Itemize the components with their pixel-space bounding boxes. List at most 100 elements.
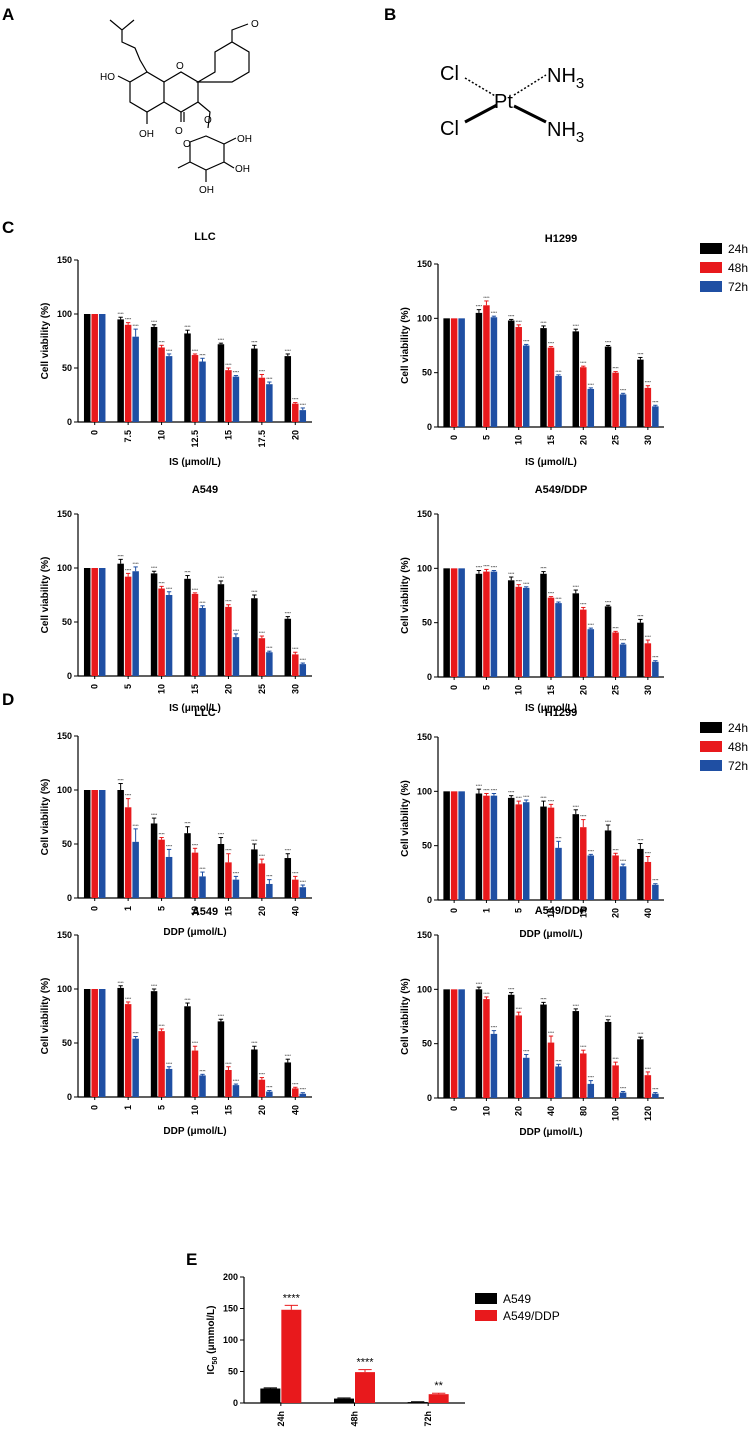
- bar: [191, 593, 199, 676]
- significance-mark: ****: [192, 348, 199, 353]
- bar: [292, 654, 299, 676]
- chart-title: A549: [192, 906, 218, 918]
- x-tick-label: 20: [257, 906, 267, 916]
- y-axis-label: Cell viability (%): [400, 978, 411, 1055]
- bar: [612, 855, 619, 900]
- significance-mark: ****: [637, 351, 644, 356]
- bar: [299, 410, 307, 422]
- chart-title: A549/DDP: [535, 484, 588, 496]
- chart-title: H1299: [545, 707, 577, 719]
- significance-mark: ****: [652, 878, 659, 883]
- legend-d-swatch-72h: [700, 760, 722, 771]
- x-tick-label: 120: [643, 1106, 653, 1121]
- bar: [124, 324, 132, 422]
- bar: [547, 1042, 555, 1098]
- legend-c-label-24h: 24h: [728, 242, 748, 256]
- bar: [299, 664, 307, 676]
- y-tick-label: 50: [422, 618, 432, 628]
- x-tick-label: 15: [223, 906, 233, 916]
- chem-ome: O: [251, 19, 259, 30]
- y-tick-label: 100: [417, 984, 432, 994]
- significance-mark: ****: [266, 376, 273, 381]
- x-tick-label: 30: [643, 435, 653, 445]
- bar: [184, 833, 191, 898]
- y-tick-label: 150: [417, 259, 432, 269]
- significance-mark: ****: [580, 360, 587, 365]
- bar: [547, 597, 555, 677]
- x-axis-label: DDP (μmol/L): [519, 929, 582, 940]
- legend-d-label-48h: 48h: [728, 740, 748, 754]
- x-tick-label: 24h: [276, 1411, 286, 1427]
- bar: [158, 347, 165, 422]
- bar: [507, 320, 515, 427]
- x-tick-label: 10: [546, 908, 556, 918]
- significance-mark: ****: [259, 630, 266, 635]
- bar: [507, 994, 515, 1098]
- bar: [165, 595, 173, 676]
- x-tick-label: 10: [190, 906, 200, 916]
- y-tick-label: 100: [223, 1335, 238, 1345]
- bar: [299, 887, 307, 898]
- bar: [555, 847, 562, 900]
- legend-e-swatch-a549ddp: [475, 1310, 497, 1321]
- significance-mark: ****: [233, 628, 240, 633]
- significance-mark: ****: [133, 823, 140, 828]
- bar: [355, 1372, 375, 1403]
- x-tick-label: 15: [546, 435, 556, 445]
- bar: [132, 841, 139, 898]
- bar: [258, 377, 266, 422]
- significance-mark: ****: [555, 1058, 562, 1063]
- significance-mark: ****: [605, 340, 612, 345]
- x-tick-label: 5: [157, 906, 167, 911]
- bar: [580, 1053, 587, 1098]
- significance-mark: ****: [516, 795, 523, 800]
- cisplatin-structure: [464, 74, 547, 124]
- significance-mark: ****: [259, 853, 266, 858]
- x-tick-label: 40: [546, 1106, 556, 1116]
- y-tick-label: 0: [67, 671, 72, 681]
- bar: [407, 1402, 428, 1403]
- y-tick-label: 0: [427, 672, 432, 682]
- x-tick-label: 5: [157, 1105, 167, 1110]
- bar: [547, 807, 555, 900]
- legend-d-label-24h: 24h: [728, 721, 748, 735]
- chem-oh-2: OH: [139, 129, 154, 140]
- bar: [124, 576, 132, 676]
- significance-mark: ****: [483, 295, 490, 300]
- x-tick-label: 0: [449, 685, 459, 690]
- bar: [232, 376, 240, 422]
- x-tick-label: 1: [123, 1105, 133, 1110]
- significance-mark: ****: [540, 320, 547, 325]
- legend-c-swatch-72h: [700, 281, 722, 292]
- x-tick-label: 15: [223, 430, 233, 440]
- significance-mark: ****: [540, 795, 547, 800]
- bar: [117, 790, 124, 898]
- bar: [124, 807, 132, 898]
- bar: [251, 348, 258, 422]
- significance-mark: ****: [266, 874, 273, 879]
- bar: [199, 361, 206, 422]
- bar: [587, 855, 595, 900]
- y-tick-label: 150: [417, 509, 432, 519]
- bar: [652, 1093, 659, 1098]
- significance-mark: ****: [166, 586, 173, 591]
- bar: [458, 791, 465, 900]
- significance-mark: ****: [251, 1040, 258, 1045]
- legend-c-swatch-48h: [700, 262, 722, 273]
- bar: [191, 852, 199, 898]
- x-axis-label: DDP (μmol/L): [519, 1127, 582, 1138]
- significance-mark: ****: [652, 399, 659, 404]
- significance-mark: ****: [476, 565, 483, 570]
- x-tick-label: 20: [290, 430, 300, 440]
- bar: [483, 999, 490, 1098]
- chem-sugar-oh-3: OH: [199, 185, 214, 196]
- bar: [260, 1388, 281, 1403]
- bar: [225, 370, 232, 422]
- bar: [555, 1066, 562, 1098]
- bar: [587, 629, 595, 677]
- bar: [619, 394, 627, 427]
- significance-mark: ****: [151, 812, 158, 817]
- significance-mark: ****: [266, 645, 273, 650]
- y-tick-label: 150: [417, 930, 432, 940]
